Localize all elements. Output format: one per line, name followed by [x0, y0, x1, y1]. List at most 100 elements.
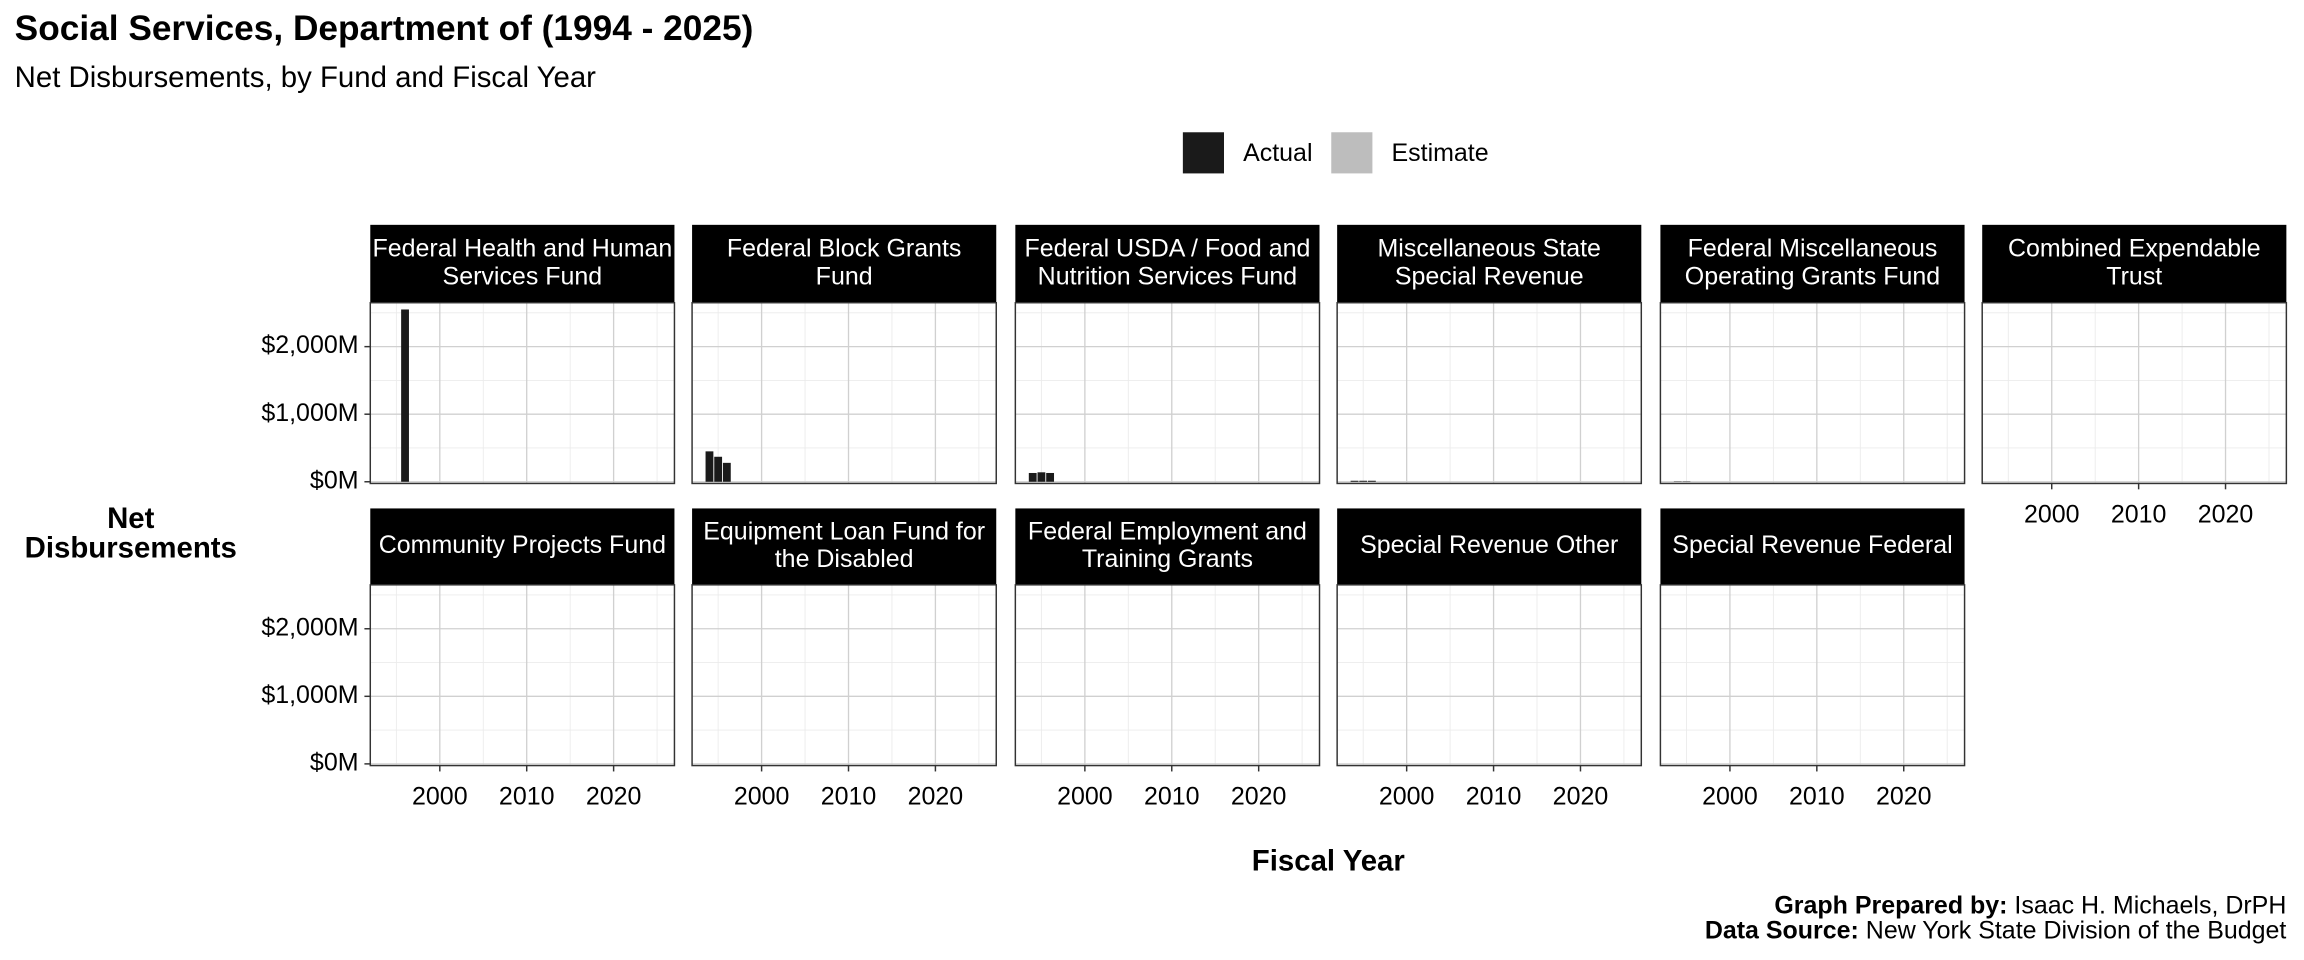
x-tick-label: 2000	[1057, 782, 1113, 810]
panel	[1015, 302, 1320, 484]
bar	[1367, 480, 1376, 482]
x-tick-label: 2000	[1379, 782, 1435, 810]
facet-title: Equipment Loan Fund for	[703, 517, 985, 545]
panel	[692, 302, 997, 484]
bar	[1028, 472, 1037, 482]
y-axis-label: Net	[107, 502, 155, 535]
facet-title: Federal Health and Human	[372, 234, 672, 262]
bar	[705, 451, 714, 482]
facet-strip	[692, 224, 997, 303]
panel-border	[1014, 301, 1321, 485]
facet-title: Miscellaneous State	[1377, 234, 1600, 262]
panel-border	[1981, 301, 2288, 485]
facet-title: Special Revenue Federal	[1672, 531, 1952, 559]
facet-title: Federal Block Grants	[727, 234, 962, 262]
caption: Graph Prepared by: Isaac H. Michaels, Dr…	[1774, 891, 2286, 919]
panel-border	[1336, 301, 1643, 485]
chart-title: Social Services, Department of (1994 - 2…	[15, 9, 754, 48]
legend-label: Estimate	[1392, 139, 1489, 167]
facet-strip	[370, 224, 675, 303]
facet-strip	[1982, 224, 2287, 303]
facet-strip	[1015, 508, 1320, 585]
bar	[722, 462, 731, 482]
panel	[1982, 302, 2287, 484]
y-axis-label: Disbursements	[25, 531, 237, 564]
caption-text: New York State Division of the Budget	[1866, 916, 2287, 944]
x-tick-label: 2010	[1144, 782, 1200, 810]
panel	[370, 584, 675, 766]
legend-swatch	[1182, 132, 1224, 174]
panel	[1337, 584, 1642, 766]
x-tick-label: 2000	[1702, 782, 1758, 810]
x-tick-label: 2010	[1789, 782, 1845, 810]
x-tick-label: 2000	[734, 782, 790, 810]
panel-border	[1014, 584, 1321, 767]
facet-title: Nutrition Services Fund	[1038, 262, 1298, 290]
x-tick-label: 2010	[821, 782, 877, 810]
panel	[692, 584, 997, 766]
bar	[1359, 480, 1368, 482]
facet-title: Fund	[816, 262, 873, 290]
facet-strip	[1660, 508, 1965, 585]
panel-border	[691, 301, 997, 485]
panel	[1337, 302, 1642, 484]
y-tick-label: $2,000M	[261, 613, 358, 641]
facet-strip	[692, 508, 997, 585]
facet-title: Federal Miscellaneous	[1688, 234, 1938, 262]
caption-label: Data Source:	[1705, 916, 1866, 944]
y-tick-label: $0M	[310, 466, 359, 494]
panel	[1660, 584, 1965, 766]
panel-border	[1659, 301, 1966, 485]
x-tick-label: 2020	[1553, 782, 1609, 810]
facet-title: Operating Grants Fund	[1685, 262, 1940, 290]
facet-strip	[1337, 508, 1642, 585]
caption-text: Isaac H. Michaels, DrPH	[2014, 891, 2286, 919]
legend-label: Actual	[1243, 139, 1312, 167]
legend-swatch	[1331, 132, 1373, 174]
panel	[370, 302, 675, 484]
facet-title: Trust	[2106, 262, 2162, 290]
facet-title: Special Revenue	[1395, 262, 1584, 290]
facet-title: the Disabled	[775, 545, 914, 573]
x-tick-label: 2000	[412, 782, 468, 810]
bar	[714, 456, 723, 482]
y-tick-label: $2,000M	[261, 331, 358, 359]
facet-title: Training Grants	[1082, 545, 1253, 573]
x-tick-label: 2000	[2024, 500, 2080, 528]
facet-title: Community Projects Fund	[379, 531, 666, 559]
panel-border	[691, 584, 997, 767]
x-tick-label: 2010	[1466, 782, 1522, 810]
bar	[1046, 472, 1055, 482]
panel-border	[369, 584, 676, 767]
panel-border	[1336, 584, 1643, 767]
x-axis-label: Fiscal Year	[1252, 844, 1405, 877]
bar	[1037, 472, 1046, 482]
facet-title: Services Fund	[443, 262, 603, 290]
panel-border	[1659, 584, 1966, 767]
facet-title: Special Revenue Other	[1360, 531, 1618, 559]
x-tick-label: 2010	[2111, 500, 2167, 528]
y-tick-label: $1,000M	[261, 681, 358, 709]
facet-strip	[370, 508, 675, 585]
x-tick-label: 2020	[908, 782, 964, 810]
y-tick-label: $0M	[310, 748, 359, 776]
facet-title: Federal Employment and	[1028, 517, 1307, 545]
facet-strip	[1337, 224, 1642, 303]
x-tick-label: 2020	[586, 782, 642, 810]
y-tick-label: $1,000M	[261, 399, 358, 427]
panel	[1015, 584, 1320, 766]
x-tick-label: 2020	[1231, 782, 1287, 810]
panel-border	[369, 301, 676, 485]
panel	[1660, 302, 1965, 484]
x-tick-label: 2010	[499, 782, 555, 810]
bar	[1350, 480, 1359, 482]
x-tick-label: 2020	[2198, 500, 2254, 528]
caption-label: Graph Prepared by:	[1774, 891, 2014, 919]
facet-strip	[1015, 224, 1320, 303]
x-tick-label: 2020	[1876, 782, 1932, 810]
chart-subtitle: Net Disbursements, by Fund and Fiscal Ye…	[15, 61, 596, 94]
facet-title: Federal USDA / Food and	[1024, 234, 1310, 262]
bar	[401, 309, 409, 482]
